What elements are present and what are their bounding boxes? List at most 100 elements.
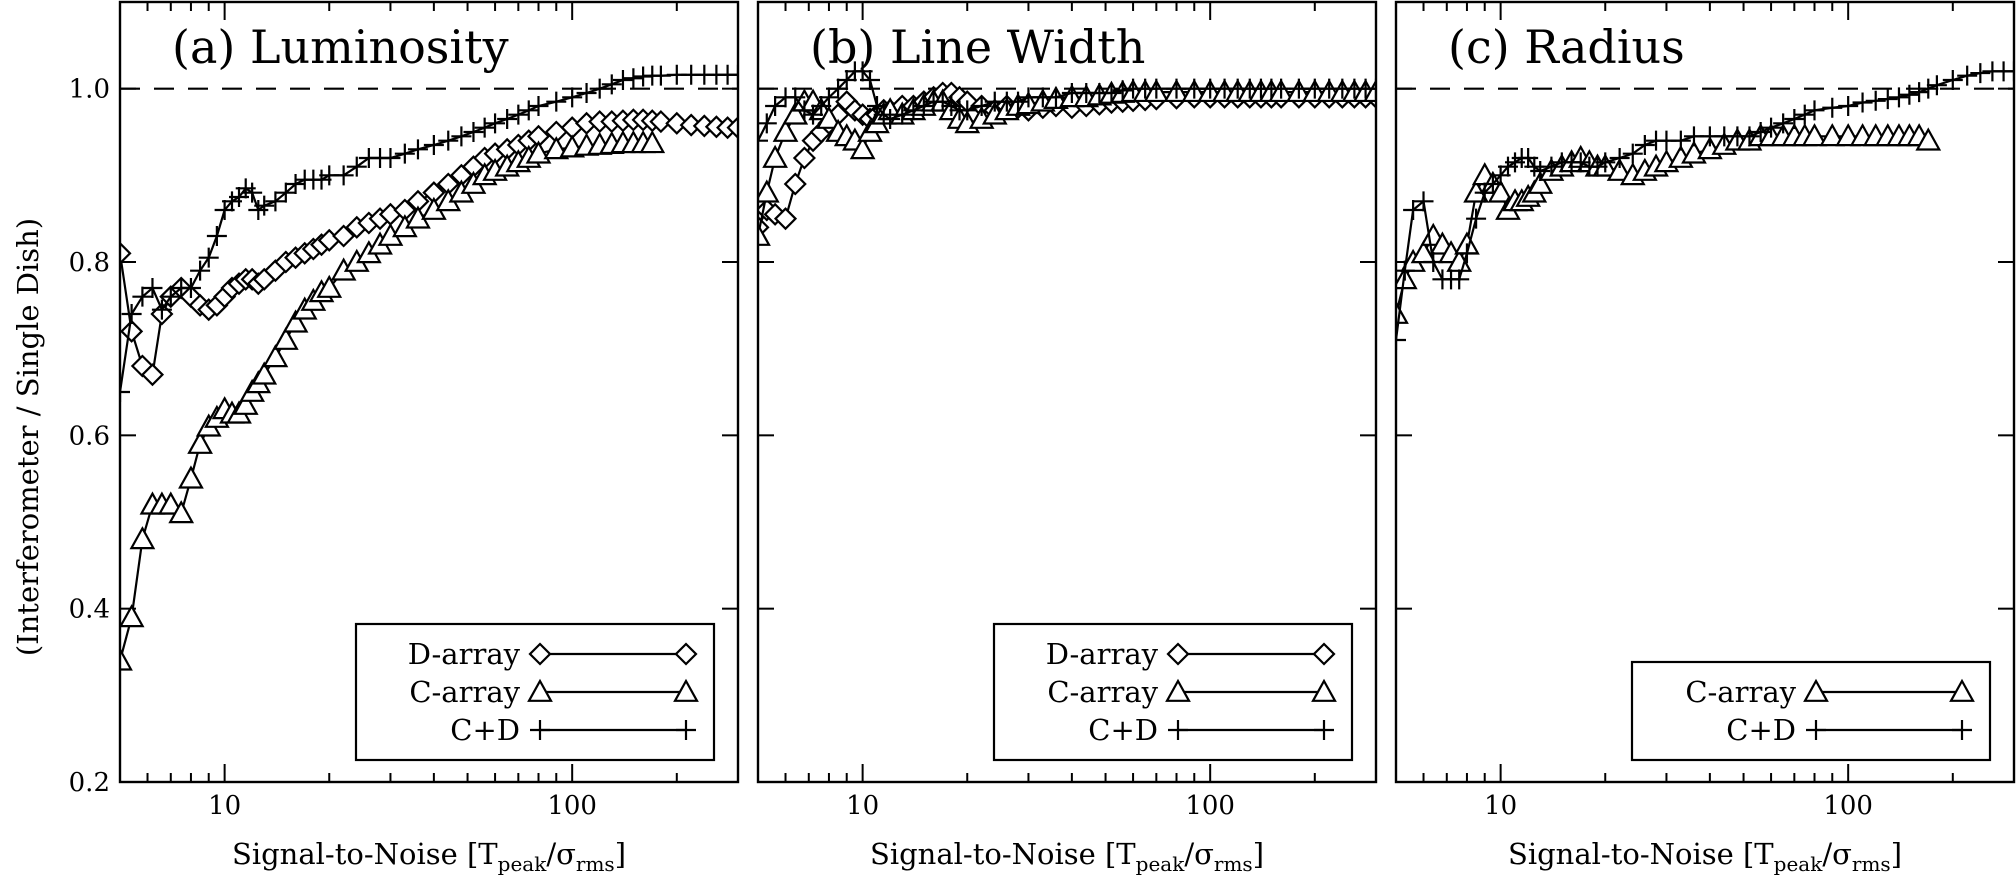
data-point [1918,78,1939,99]
plot-frame [756,0,1378,784]
data-point [120,604,145,628]
data-point [1804,100,1825,121]
data-point [903,100,924,121]
data-point [1271,78,1292,99]
data-point [168,500,195,524]
data-point [254,195,275,216]
plot-area [120,64,738,671]
data-point [1363,78,1376,103]
legend-marker [1949,678,1975,702]
data-point [1942,70,1963,90]
data-point [849,136,876,160]
data-point [121,304,142,324]
data-point [332,224,356,248]
data-point [726,116,738,140]
data-point [562,87,583,108]
data-point [1634,135,1655,155]
data-point [1456,243,1477,264]
data-point [1474,182,1495,203]
data-point [1609,148,1630,168]
data-point [589,78,610,99]
data-point [160,286,181,307]
data-point [525,140,552,164]
data-point [1101,83,1122,103]
legend-marker [1952,720,1972,740]
data-point [828,78,849,99]
data-point [1838,96,1859,116]
legend-marker [1314,720,1334,740]
legend-label: C-array [409,675,520,709]
data-point [1595,152,1616,173]
x-tick-label: 10 [846,791,879,821]
panel-title: (b) Line Width [810,20,1145,74]
chart-panel-3: 10 100 Signal-to-Noise [Tpeak/σrms] (c) Rad… [1394,0,2016,876]
legend-box [1630,660,1992,762]
data-point [120,382,130,402]
y-tick-label: 0.6 [69,421,110,451]
data-point [601,74,622,95]
data-point [612,70,633,90]
x-tick-label: 10 [1484,791,1517,821]
data-point [1396,330,1406,350]
data-point [1970,63,1991,84]
data-point [1487,179,1514,203]
data-point [1622,143,1643,164]
data-point [783,172,807,196]
legend-label: C+D [450,713,520,747]
data-point [438,130,459,151]
legend-marker [1168,720,1188,740]
series-c-d [758,61,1376,151]
series-line [1396,70,2014,341]
legend-marker [528,642,552,666]
data-point [407,139,428,160]
data-point [485,113,506,134]
data-point [794,100,815,121]
plot-area [758,61,1376,246]
data-point [1570,152,1591,173]
data-point [941,96,962,116]
data-point [1865,90,1886,111]
data-point [1670,130,1691,151]
series-c-array [1396,123,1942,324]
data-point [1466,208,1487,229]
data-point [423,135,444,155]
data-point [816,105,842,129]
data-point [880,109,901,129]
data-point [765,96,786,116]
data-point [1957,65,1978,86]
data-point [1899,84,1920,105]
y-tick-label: 0.2 [69,768,110,798]
data-point [206,226,227,246]
data-point [120,319,144,343]
data-point [576,83,597,103]
legend-marker [674,642,698,666]
data-point [1403,200,1424,220]
data-point [180,278,201,298]
data-point [1449,269,1470,290]
data-point [836,70,857,90]
data-point [497,109,518,129]
legend-label: D-array [408,637,521,671]
data-point [508,104,529,125]
chart-panel-1: 0.2 0.4 0.6 0.8 1.0 10 100 Signal-to-Noise [Tpe… [69,0,740,876]
x-tick-label: 100 [1823,791,1873,821]
data-point [728,64,738,85]
y-tick-label: 0.8 [69,248,110,278]
data-point [2004,61,2014,82]
legend-marker [1806,720,1826,740]
data-point [316,274,343,298]
data-point [932,91,953,112]
plot-frame [118,0,740,784]
data-point [1541,156,1562,177]
legend-marker [676,720,696,740]
data-point [198,247,219,268]
data-point [463,122,484,142]
data-point [120,241,132,265]
series-c-d [1396,61,2014,350]
data-point [1413,191,1434,212]
data-point [1739,126,1760,147]
data-point [758,222,771,246]
panels: 0.2 0.4 0.6 0.8 1.0 10 100 Signal-to-Noise [Tpe… [69,0,2016,876]
series-c-array [120,130,666,671]
data-point [762,144,788,168]
